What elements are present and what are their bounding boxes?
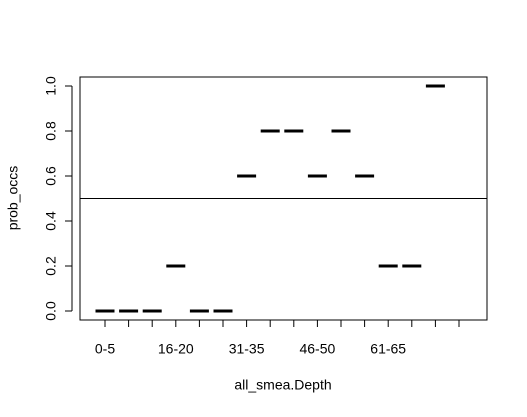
y-tick-label: 1.0 <box>43 76 59 96</box>
y-tick-label: 0.4 <box>43 211 59 231</box>
y-axis-label: prob_occs <box>5 166 21 231</box>
y-tick-label: 0.0 <box>43 301 59 321</box>
y-tick-label: 0.8 <box>43 121 59 141</box>
x-axis-label: all_smea.Depth <box>234 377 331 393</box>
x-tick-label: 16-20 <box>158 341 194 357</box>
x-tick-label: 31-35 <box>229 341 265 357</box>
x-tick-label: 46-50 <box>299 341 335 357</box>
x-tick-label: 61-65 <box>370 341 406 357</box>
y-tick-label: 0.2 <box>43 256 59 276</box>
x-tick-label: 0-5 <box>95 341 115 357</box>
y-tick-label: 0.6 <box>43 166 59 186</box>
